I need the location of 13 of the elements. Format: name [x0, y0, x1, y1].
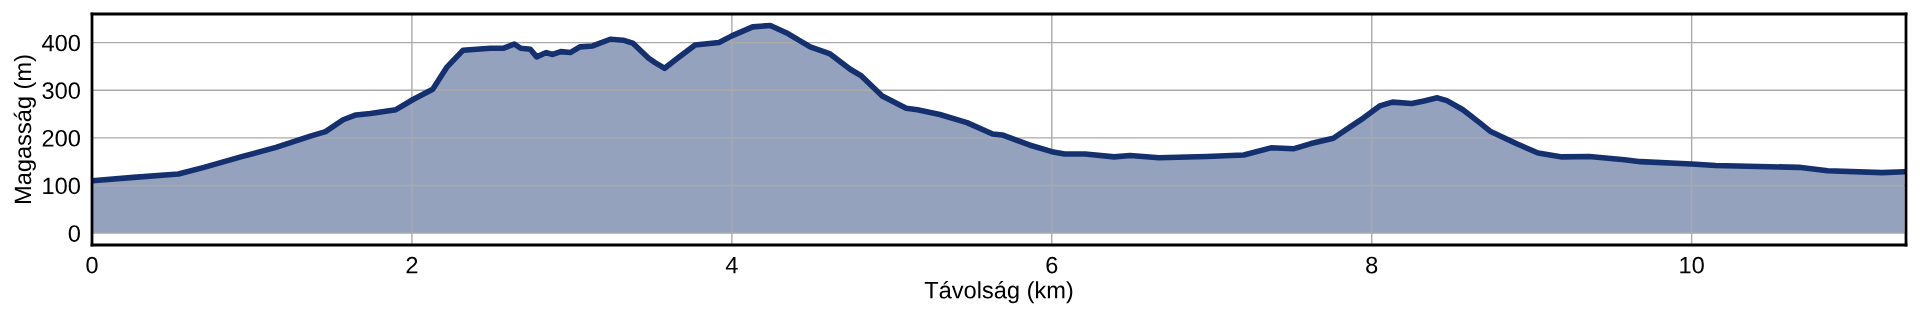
y-tick-label: 300 — [42, 82, 80, 99]
x-tick-label: 4 — [725, 256, 738, 274]
x-tick-label: 6 — [1046, 256, 1058, 274]
y-tick-label: 200 — [42, 129, 80, 147]
x-axis-title: Távolság (km) — [924, 280, 1073, 304]
y-tick-label: 100 — [43, 177, 80, 195]
x-tick-label: 2 — [406, 256, 418, 274]
x-tick-label: 8 — [1366, 256, 1378, 274]
x-tick-label: 10 — [1680, 256, 1704, 274]
x-tick-label: 0 — [86, 256, 98, 274]
y-axis-title: Magasság (m) — [13, 55, 36, 203]
y-tick-label: 0 — [68, 225, 80, 242]
y-tick-label: 400 — [42, 34, 80, 52]
